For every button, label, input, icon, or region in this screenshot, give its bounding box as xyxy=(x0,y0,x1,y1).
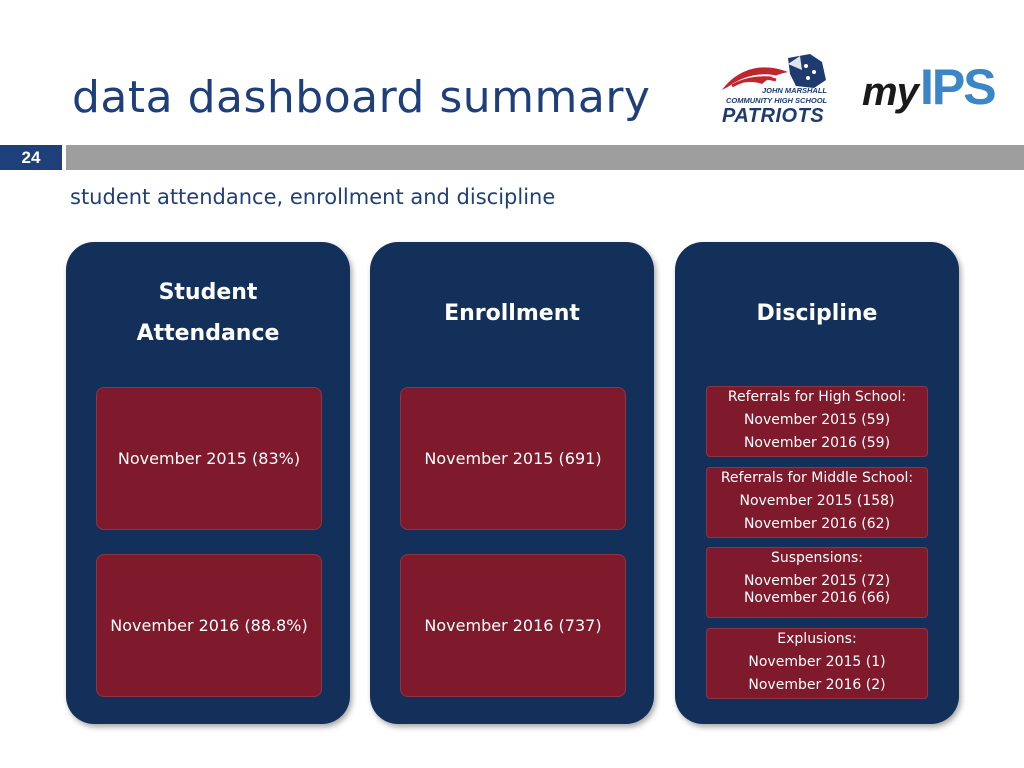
school-logo-line3: PATRIOTS xyxy=(722,105,825,127)
discipline-card-title: Suspensions: xyxy=(770,550,864,566)
slide-number: 24 xyxy=(0,145,62,170)
header-divider-bar xyxy=(66,145,1024,170)
enrollment-heading: Enrollment xyxy=(444,301,580,326)
patriot-flag-icon xyxy=(722,54,826,90)
discipline-card-line: November 2015 (1) xyxy=(748,654,886,670)
district-logo-ips: IPS xyxy=(920,59,997,115)
discipline-card-expulsions: Explusions: November 2015 (1) November 2… xyxy=(706,628,928,699)
discipline-card-suspensions: Suspensions: November 2015 (72) November… xyxy=(706,547,928,618)
attendance-heading-line1: Student xyxy=(158,280,258,305)
discipline-heading: Discipline xyxy=(756,301,878,326)
school-logo: JOHN MARSHALL COMMUNITY HIGH SCHOOL PATR… xyxy=(718,50,836,128)
enrollment-column: Enrollment November 2015 (691) November … xyxy=(370,242,654,724)
discipline-card-line: November 2015 (158) xyxy=(739,493,895,509)
discipline-card-line: November 2016 (59) xyxy=(743,435,891,451)
discipline-card-hs-referrals: Referrals for High School: November 2015… xyxy=(706,386,928,457)
district-logo-my: my xyxy=(862,70,919,114)
discipline-card-line: November 2015 (72) xyxy=(743,573,891,589)
attendance-card-2015: November 2015 (83%) xyxy=(96,387,322,530)
discipline-card-title: Referrals for Middle School: xyxy=(720,470,914,486)
attendance-card-2016: November 2016 (88.8%) xyxy=(96,554,322,697)
discipline-card-line: November 2016 (62) xyxy=(743,516,891,532)
attendance-heading: Student Attendance xyxy=(66,272,350,354)
page-title: data dashboard summary xyxy=(72,72,651,123)
discipline-card-ms-referrals: Referrals for Middle School: November 20… xyxy=(706,467,928,538)
school-logo-line2: COMMUNITY HIGH SCHOOL xyxy=(726,96,828,105)
discipline-column: Discipline Referrals for High School: No… xyxy=(675,242,959,724)
enrollment-card-2015: November 2015 (691) xyxy=(400,387,626,530)
school-logo-line1: JOHN MARSHALL xyxy=(762,86,827,95)
attendance-heading-line2: Attendance xyxy=(136,321,280,346)
enrollment-card-2016: November 2016 (737) xyxy=(400,554,626,697)
discipline-card-line: November 2015 (59) xyxy=(743,412,891,428)
discipline-card-line: November 2016 (2) xyxy=(748,677,886,693)
discipline-card-title: Explusions: xyxy=(777,631,857,647)
discipline-card-title: Referrals for High School: xyxy=(727,389,907,405)
attendance-column: Student Attendance November 2015 (83%) N… xyxy=(66,242,350,724)
district-logo: my IPS xyxy=(862,59,1007,126)
discipline-card-line: November 2016 (66) xyxy=(743,590,891,606)
page-subtitle: student attendance, enrollment and disci… xyxy=(70,185,556,209)
